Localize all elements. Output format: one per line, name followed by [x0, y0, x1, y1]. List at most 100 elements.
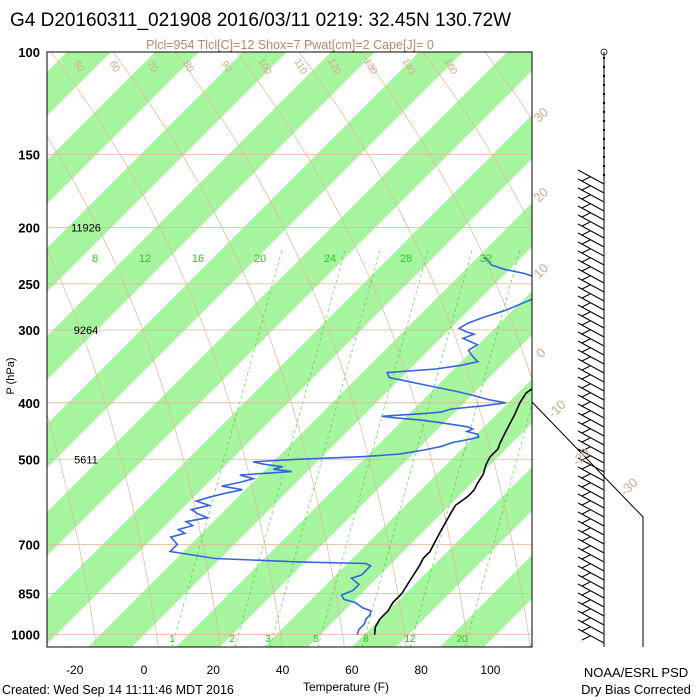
- sounding-series: [168, 256, 532, 635]
- wind-barb-tick: [581, 203, 591, 209]
- wind-barb: [577, 475, 605, 491]
- sounding-line: [168, 256, 532, 635]
- wind-barb: [577, 583, 605, 599]
- wind-barb-tick: [581, 284, 591, 290]
- y-tick-label: 250: [18, 277, 40, 292]
- mixing-ratio-label-bottom: 2: [229, 634, 235, 645]
- wind-barb: [577, 520, 605, 536]
- dry-adiabat-label: 90: [219, 59, 234, 75]
- x-tick-label: 100: [480, 663, 500, 677]
- source-label: NOAA/ESRL PSD: [584, 665, 688, 680]
- wind-barb-tick: [581, 275, 591, 281]
- wind-barb-tick: [581, 473, 591, 479]
- wind-barb-tick: [581, 599, 591, 605]
- wind-barb: [577, 547, 605, 563]
- wind-barb: [577, 403, 605, 419]
- mixing-ratio-label-bottom: 5: [313, 634, 319, 645]
- height-label: 9264: [74, 325, 98, 337]
- wind-calm-dot: [602, 101, 606, 105]
- isotherm-band: [528, 643, 532, 647]
- wind-barb: [577, 466, 605, 482]
- isotherm-band: [176, 291, 532, 647]
- wind-barb: [577, 385, 605, 401]
- wind-barb-tick: [581, 509, 591, 515]
- height-label: 5611: [74, 454, 98, 466]
- wind-calm-dot: [602, 65, 606, 69]
- wind-barb: [577, 601, 605, 617]
- wind-barb-tick: [581, 536, 591, 542]
- wind-barb-tick: [581, 455, 591, 461]
- mixing-ratio-label: 20: [254, 253, 266, 265]
- y-tick-label: 850: [18, 587, 40, 602]
- wind-barb-tick: [581, 338, 591, 344]
- dry-adiabat-label: 130: [361, 57, 379, 77]
- wind-barb-tick: [581, 437, 591, 443]
- mixing-ratio-line: [269, 249, 381, 647]
- wind-calm-dot: [602, 137, 606, 141]
- isotherm-bands: [47, 52, 532, 647]
- wind-barb: [577, 457, 605, 473]
- wind-barb-tick: [581, 194, 591, 200]
- wind-barb-tick: [581, 518, 591, 524]
- wind-barb: [577, 241, 605, 257]
- mixing-ratio-label-bottom: 8: [363, 634, 369, 645]
- dry-adiabat-label: 60: [107, 59, 122, 75]
- wind-barb-tick: [581, 482, 591, 488]
- wind-barb: [577, 286, 605, 302]
- mixing-ratio-lines: [171, 249, 532, 647]
- wind-barb: [577, 250, 605, 266]
- y-tick-label: 150: [18, 148, 40, 163]
- wind-barb-tick: [581, 446, 591, 452]
- wind-barb: [577, 313, 605, 329]
- y-tick-label: 500: [18, 452, 40, 467]
- wind-barb: [577, 430, 605, 446]
- wind-calm-dot: [602, 173, 606, 177]
- wind-barb-tick: [581, 419, 591, 425]
- wind-barb: [577, 205, 605, 221]
- wind-barb-panel: [531, 48, 644, 647]
- wind-barb-tick: [581, 545, 591, 551]
- isobar-lines: [47, 52, 532, 636]
- dry-adiabat-label: 70: [145, 59, 160, 75]
- wind-calm-dot: [602, 92, 606, 96]
- wind-barb-tick: [581, 347, 591, 353]
- mixing-ratio-label-bottom: 12: [404, 634, 416, 645]
- created-timestamp: Created: Wed Sep 14 11:11:46 MDT 2016: [2, 683, 234, 697]
- wind-barb-tick: [581, 617, 591, 623]
- mixing-ratio-label: 24: [324, 253, 336, 265]
- mixing-ratio-line: [409, 249, 521, 647]
- wind-barb-tick: [581, 257, 591, 263]
- isotherm-band: [47, 52, 532, 556]
- mixing-ratio-label: 32: [480, 253, 492, 265]
- wind-calm-dot: [602, 146, 606, 150]
- wind-barb-tick: [581, 563, 591, 569]
- wind-calm-dot: [602, 74, 606, 78]
- wind-barb-tick: [581, 590, 591, 596]
- wind-barb-tick: [581, 185, 591, 191]
- wind-barb: [577, 502, 605, 518]
- isotherm-label: -30: [617, 475, 641, 499]
- wind-barb: [577, 331, 605, 347]
- isotherm-band: [264, 379, 532, 647]
- wind-barb: [577, 412, 605, 428]
- dry-adiabat: [422, 52, 532, 229]
- mixing-ratio-label: 8: [92, 253, 98, 265]
- wind-barb: [577, 376, 605, 392]
- dry-adiabat: [47, 135, 221, 647]
- y-axis-label: P (hPa): [5, 357, 17, 394]
- dry-adiabat-label: 160: [441, 57, 459, 77]
- isotherm-label: -10: [545, 397, 569, 421]
- wind-barb-tick: [581, 491, 591, 497]
- chart-subtitle: Plcl=954 Tlcl[C]=12 Shox=7 Pwat[cm]=2 Ca…: [146, 38, 434, 52]
- dry-adiabat: [47, 413, 97, 647]
- wind-barb: [577, 187, 605, 203]
- dry-adiabat: [298, 52, 531, 647]
- x-tick-label: 40: [276, 663, 290, 677]
- wind-barb-tick: [581, 176, 591, 182]
- mixing-ratio-line: [361, 249, 473, 647]
- correction-label: Dry Bias Corrected: [581, 682, 691, 697]
- wind-barb: [577, 574, 605, 590]
- x-tick-label: 20: [207, 663, 221, 677]
- dry-adiabat-label: 80: [181, 59, 196, 75]
